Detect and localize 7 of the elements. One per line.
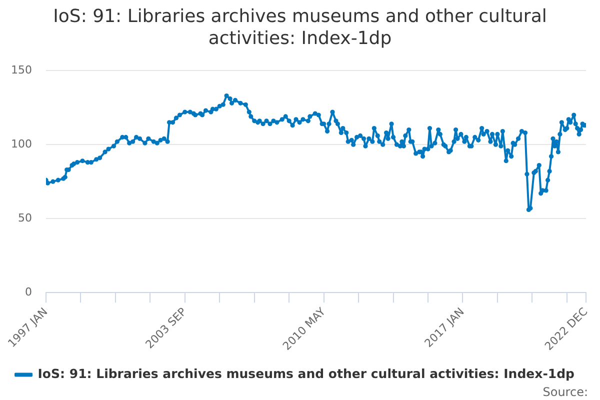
y-tick-label: 50	[18, 211, 32, 224]
source-note: Source:	[542, 385, 588, 399]
y-tick-label: 100	[11, 137, 32, 150]
y-tick-label: 0	[25, 285, 32, 298]
chart-title: IoS: 91: Libraries archives museums and other cultural activities: Index-1dp	[52, 6, 548, 50]
legend-label: IoS: 91: Libraries archives museums and other cultural activities: Index-1dp	[38, 366, 575, 381]
y-tick-label: 150	[11, 63, 32, 76]
